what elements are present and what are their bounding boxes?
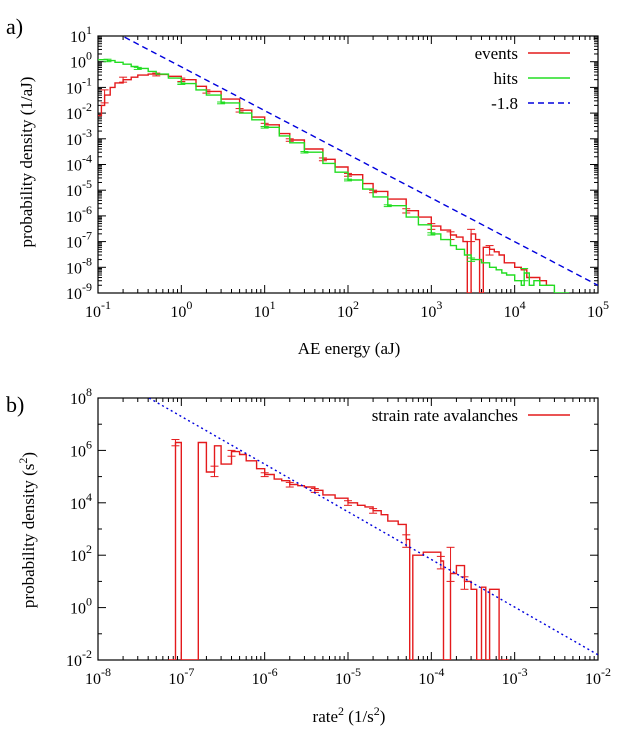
panel-b-x-tick-label: 10-7: [168, 665, 194, 688]
panel-a-x-tick-label: 101: [254, 298, 276, 321]
panel-b-y-axis-label: probability density (s2): [16, 452, 38, 608]
panel-b-y-tick-label: 102: [70, 542, 92, 565]
panel-a-label: a): [6, 14, 23, 39]
panel-a-plot-area: 10-1 100 101 102 103 104 10510-910-810-710-610…: [66, 23, 609, 321]
panel-b-data-layer: [148, 398, 598, 660]
panel-a-y-tick-label: 10-2: [66, 100, 92, 123]
panel-b-x-tick-label: 10-8: [85, 665, 111, 688]
panel-a-y-tick-label: 10-6: [66, 203, 92, 226]
panel-b-y-tick-label: 100: [70, 595, 92, 618]
panel-b-plot-area: 10-8 10-7 10-6 10-5 10-4 10-3 10-2 10-2 100 102 10…: [66, 385, 611, 688]
panel-a-y-tick-label: 10-7: [66, 229, 92, 252]
panel-a-y-tick-label: 10-3: [66, 126, 92, 149]
panel-a-data-layer: [98, 36, 598, 293]
panel-b-x-tick-label: 10-3: [502, 665, 528, 688]
panel-b-series-strain-rate-avalanches-line: [168, 441, 509, 660]
panel-a-y-tick-label: 101: [70, 23, 92, 46]
panel-b-y-axis-label-main: probability density (s: [19, 464, 38, 608]
panel-b-x-axis-label-sup: 2: [338, 704, 344, 718]
panel-a-y-tick-label: 10-4: [66, 152, 92, 175]
panel-a-legend-label-hits: hits: [493, 69, 518, 88]
panel-b-y-tick-label: 10-2: [66, 647, 92, 670]
panel-a-series-1-8-line: [120, 36, 598, 286]
panel-b-label: b): [6, 392, 24, 417]
panel-b-x-axis-label-suffix-sup: 2: [374, 704, 380, 718]
panel-a-y-axis-label: probability density (1/aJ): [17, 77, 36, 248]
panel-a-x-tick-label: 10-1: [85, 298, 111, 321]
panel-b-strain-rate-distribution: b) rate2 (1/s2) probability density (s2)…: [6, 385, 611, 726]
panel-a-y-tick-label: 10-8: [66, 254, 92, 277]
panel-a-x-tick-label: 105: [587, 298, 609, 321]
panel-a-x-axis-label: AE energy (aJ): [298, 339, 401, 358]
panel-a-x-tick-label: 100: [170, 298, 192, 321]
panel-a-axes-frame: [97, 35, 599, 294]
panel-b-legend-label-strain-rate-avalanches: strain rate avalanches: [372, 406, 518, 425]
panel-b-x-axis-label-suffix: (1/s: [344, 707, 374, 726]
panel-a-y-tick-label: 10-5: [66, 177, 92, 200]
panel-b-x-axis-label-main: rate: [313, 707, 338, 726]
panel-b-x-tick-label: 10-4: [418, 665, 444, 688]
panel-b-y-tick-label: 108: [70, 385, 92, 408]
panel-a-legend-label-1-8: -1.8: [491, 94, 518, 113]
panel-b-x-tick-label: 10-5: [335, 665, 361, 688]
panel-a-series-hits-line: [98, 59, 570, 293]
panel-b-y-axis-label-sup: 2: [16, 458, 30, 464]
panel-a-energy-distribution: a) AE energy (aJ) probability density (1…: [6, 14, 609, 358]
panel-b-x-tick-label: 10-2: [585, 665, 611, 688]
panel-a-y-tick-label: 100: [70, 49, 92, 72]
panel-b-axes-frame: [97, 397, 599, 661]
panel-a-y-tick-label: 10-9: [66, 280, 92, 303]
panel-a-x-tick-label: 104: [504, 298, 526, 321]
panel-b-x-axis-label-end: ): [380, 707, 386, 726]
panel-a-x-tick-label: 102: [337, 298, 359, 321]
panel-a-series-events-line: [98, 73, 553, 293]
panel-b-y-axis-label-suffix: ): [19, 452, 38, 458]
panel-b-x-axis-label: rate2 (1/s2): [313, 704, 386, 726]
panel-b-y-tick-label: 106: [70, 437, 92, 460]
panel-b-x-tick-label: 10-6: [252, 665, 278, 688]
panel-a-legend-label-events: events: [475, 44, 518, 63]
panel-b-series-fit-line: [148, 398, 598, 656]
panel-b-y-tick-label: 104: [70, 490, 92, 513]
panel-a-x-tick-label: 103: [420, 298, 442, 321]
panel-a-y-tick-label: 10-1: [66, 74, 92, 97]
